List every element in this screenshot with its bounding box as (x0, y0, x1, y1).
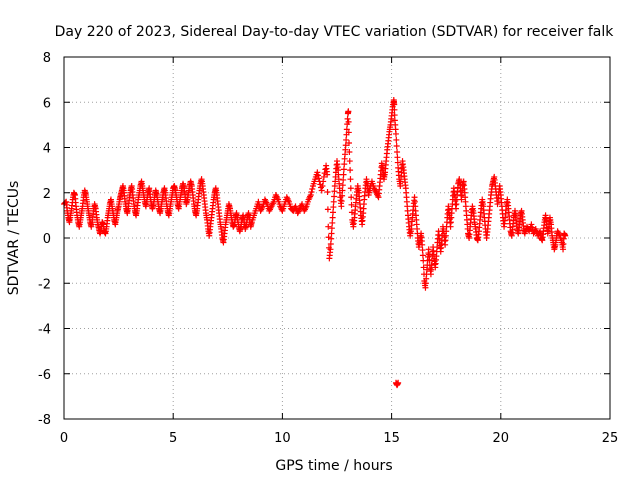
data-point (328, 230, 335, 237)
x-tick-label: 0 (60, 431, 68, 446)
data-point (327, 241, 334, 248)
data-point (345, 108, 352, 115)
data-point (393, 136, 400, 143)
x-tick-label: 10 (274, 431, 291, 446)
data-point (339, 187, 346, 194)
data-point (256, 201, 263, 208)
data-point (324, 171, 331, 178)
data-point (330, 198, 337, 205)
data-point (394, 154, 401, 161)
data-point (343, 136, 350, 143)
x-axis-label: GPS time / hours (275, 458, 392, 474)
scatter-points (61, 96, 569, 389)
data-point (315, 175, 322, 182)
data-point (391, 112, 398, 119)
data-point (560, 241, 567, 248)
data-point (315, 172, 322, 179)
data-point (343, 126, 350, 133)
data-point (342, 142, 349, 149)
data-point (324, 206, 331, 213)
axis-ticks: 0 5 10 15 20 25 -8 -6 -4 -2 0 2 4 6 8 (38, 51, 618, 446)
y-tick-label: -2 (38, 277, 51, 292)
data-point (314, 169, 321, 176)
data-point (419, 247, 426, 254)
data-point (347, 185, 354, 192)
data-point (255, 198, 262, 205)
data-point (344, 115, 351, 122)
data-point (346, 158, 353, 165)
data-point (325, 223, 332, 230)
data-point (560, 235, 567, 242)
data-point (348, 201, 355, 208)
data-point (330, 204, 337, 211)
x-tick-label: 25 (602, 431, 619, 446)
data-point (309, 185, 316, 192)
data-point (340, 166, 347, 173)
x-tick-label: 20 (493, 431, 510, 446)
y-tick-label: 2 (43, 187, 51, 202)
data-point (329, 214, 336, 221)
y-tick-label: 6 (43, 96, 51, 111)
data-point (320, 173, 327, 180)
data-point (307, 192, 314, 199)
y-tick-label: 0 (43, 232, 51, 247)
data-point (560, 246, 567, 253)
data-point (329, 209, 336, 216)
data-point (391, 101, 398, 108)
data-point (347, 176, 354, 183)
data-point (348, 194, 355, 201)
data-point (329, 219, 336, 226)
data-point (339, 182, 346, 189)
data-point (327, 246, 334, 253)
data-point (339, 192, 346, 199)
y-tick-label: 8 (43, 51, 51, 66)
data-point (395, 379, 402, 386)
y-tick-label: -6 (38, 368, 51, 383)
x-tick-label: 5 (169, 431, 177, 446)
data-point (319, 182, 326, 189)
data-point (392, 130, 399, 137)
data-point (328, 225, 335, 232)
data-point (345, 129, 352, 136)
y-tick-label: -4 (38, 323, 51, 338)
y-tick-label: 4 (43, 142, 51, 157)
data-point (394, 149, 401, 156)
data-point (420, 264, 427, 271)
data-point (328, 235, 335, 242)
x-tick-label: 15 (383, 431, 400, 446)
data-point (393, 142, 400, 149)
data-point (394, 159, 401, 166)
data-point (320, 178, 327, 185)
y-tick-label: -8 (38, 413, 51, 428)
data-point (308, 188, 315, 195)
data-point (341, 161, 348, 168)
data-point (562, 232, 569, 239)
data-point (425, 246, 432, 253)
y-axis-label: SDTVAR / TECUs (6, 181, 22, 296)
data-point (318, 187, 325, 194)
data-point (340, 176, 347, 183)
data-point (391, 106, 398, 113)
data-point (340, 171, 347, 178)
data-point (346, 139, 353, 146)
data-point (346, 149, 353, 156)
data-point (529, 224, 536, 231)
data-point (331, 193, 338, 200)
data-point (338, 198, 345, 205)
data-point (338, 203, 345, 210)
chart-title: Day 220 of 2023, Sidereal Day-to-day VTE… (55, 24, 615, 40)
data-point (345, 118, 352, 125)
data-point (331, 188, 338, 195)
data-point (347, 167, 354, 174)
data-point (528, 221, 535, 228)
data-point (324, 188, 331, 195)
data-point (419, 241, 426, 248)
data-point (419, 252, 426, 259)
